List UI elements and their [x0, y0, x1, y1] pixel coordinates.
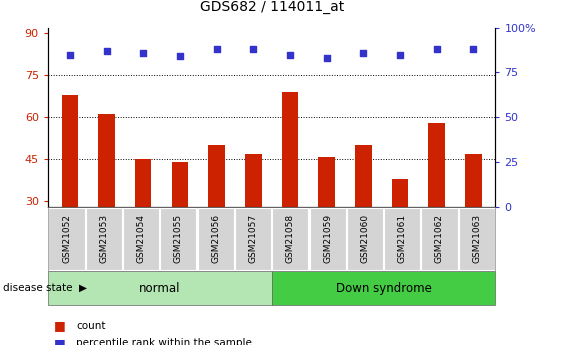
Bar: [319, 157, 335, 207]
Text: GSM21058: GSM21058: [286, 214, 295, 264]
Text: GSM21057: GSM21057: [248, 214, 257, 264]
Point: [396, 52, 405, 57]
Point: [212, 46, 221, 52]
Point: [285, 52, 294, 57]
Text: GSM21054: GSM21054: [137, 214, 146, 264]
Point: [176, 53, 185, 59]
Bar: [465, 154, 482, 207]
Bar: [61, 95, 78, 207]
Text: GSM21063: GSM21063: [472, 214, 481, 264]
Text: Down syndrome: Down syndrome: [336, 282, 431, 295]
Bar: [135, 159, 151, 207]
Bar: [99, 115, 115, 207]
Bar: [208, 145, 225, 207]
Point: [432, 46, 441, 52]
Point: [65, 52, 74, 57]
Text: GSM21060: GSM21060: [360, 214, 369, 264]
Text: GDS682 / 114011_at: GDS682 / 114011_at: [199, 0, 344, 14]
Bar: [282, 92, 298, 207]
Point: [249, 46, 258, 52]
Bar: [245, 154, 262, 207]
Bar: [428, 123, 445, 207]
Text: GSM21061: GSM21061: [397, 214, 406, 264]
Text: disease state  ▶: disease state ▶: [3, 283, 87, 293]
Bar: [172, 162, 188, 207]
Point: [359, 50, 368, 56]
Text: GSM21059: GSM21059: [323, 214, 332, 264]
Point: [469, 46, 478, 52]
Text: ■: ■: [53, 319, 65, 333]
Point: [102, 48, 111, 54]
Text: normal: normal: [139, 282, 181, 295]
Text: percentile rank within the sample: percentile rank within the sample: [76, 338, 252, 345]
Text: count: count: [76, 321, 105, 331]
Text: GSM21062: GSM21062: [435, 214, 444, 264]
Text: GSM21056: GSM21056: [211, 214, 220, 264]
Text: GSM21052: GSM21052: [62, 214, 71, 264]
Text: GSM21055: GSM21055: [174, 214, 183, 264]
Text: GSM21053: GSM21053: [99, 214, 108, 264]
Point: [322, 55, 331, 61]
Point: [138, 50, 148, 56]
Text: ■: ■: [53, 337, 65, 345]
Bar: [355, 145, 372, 207]
Bar: [392, 179, 408, 207]
